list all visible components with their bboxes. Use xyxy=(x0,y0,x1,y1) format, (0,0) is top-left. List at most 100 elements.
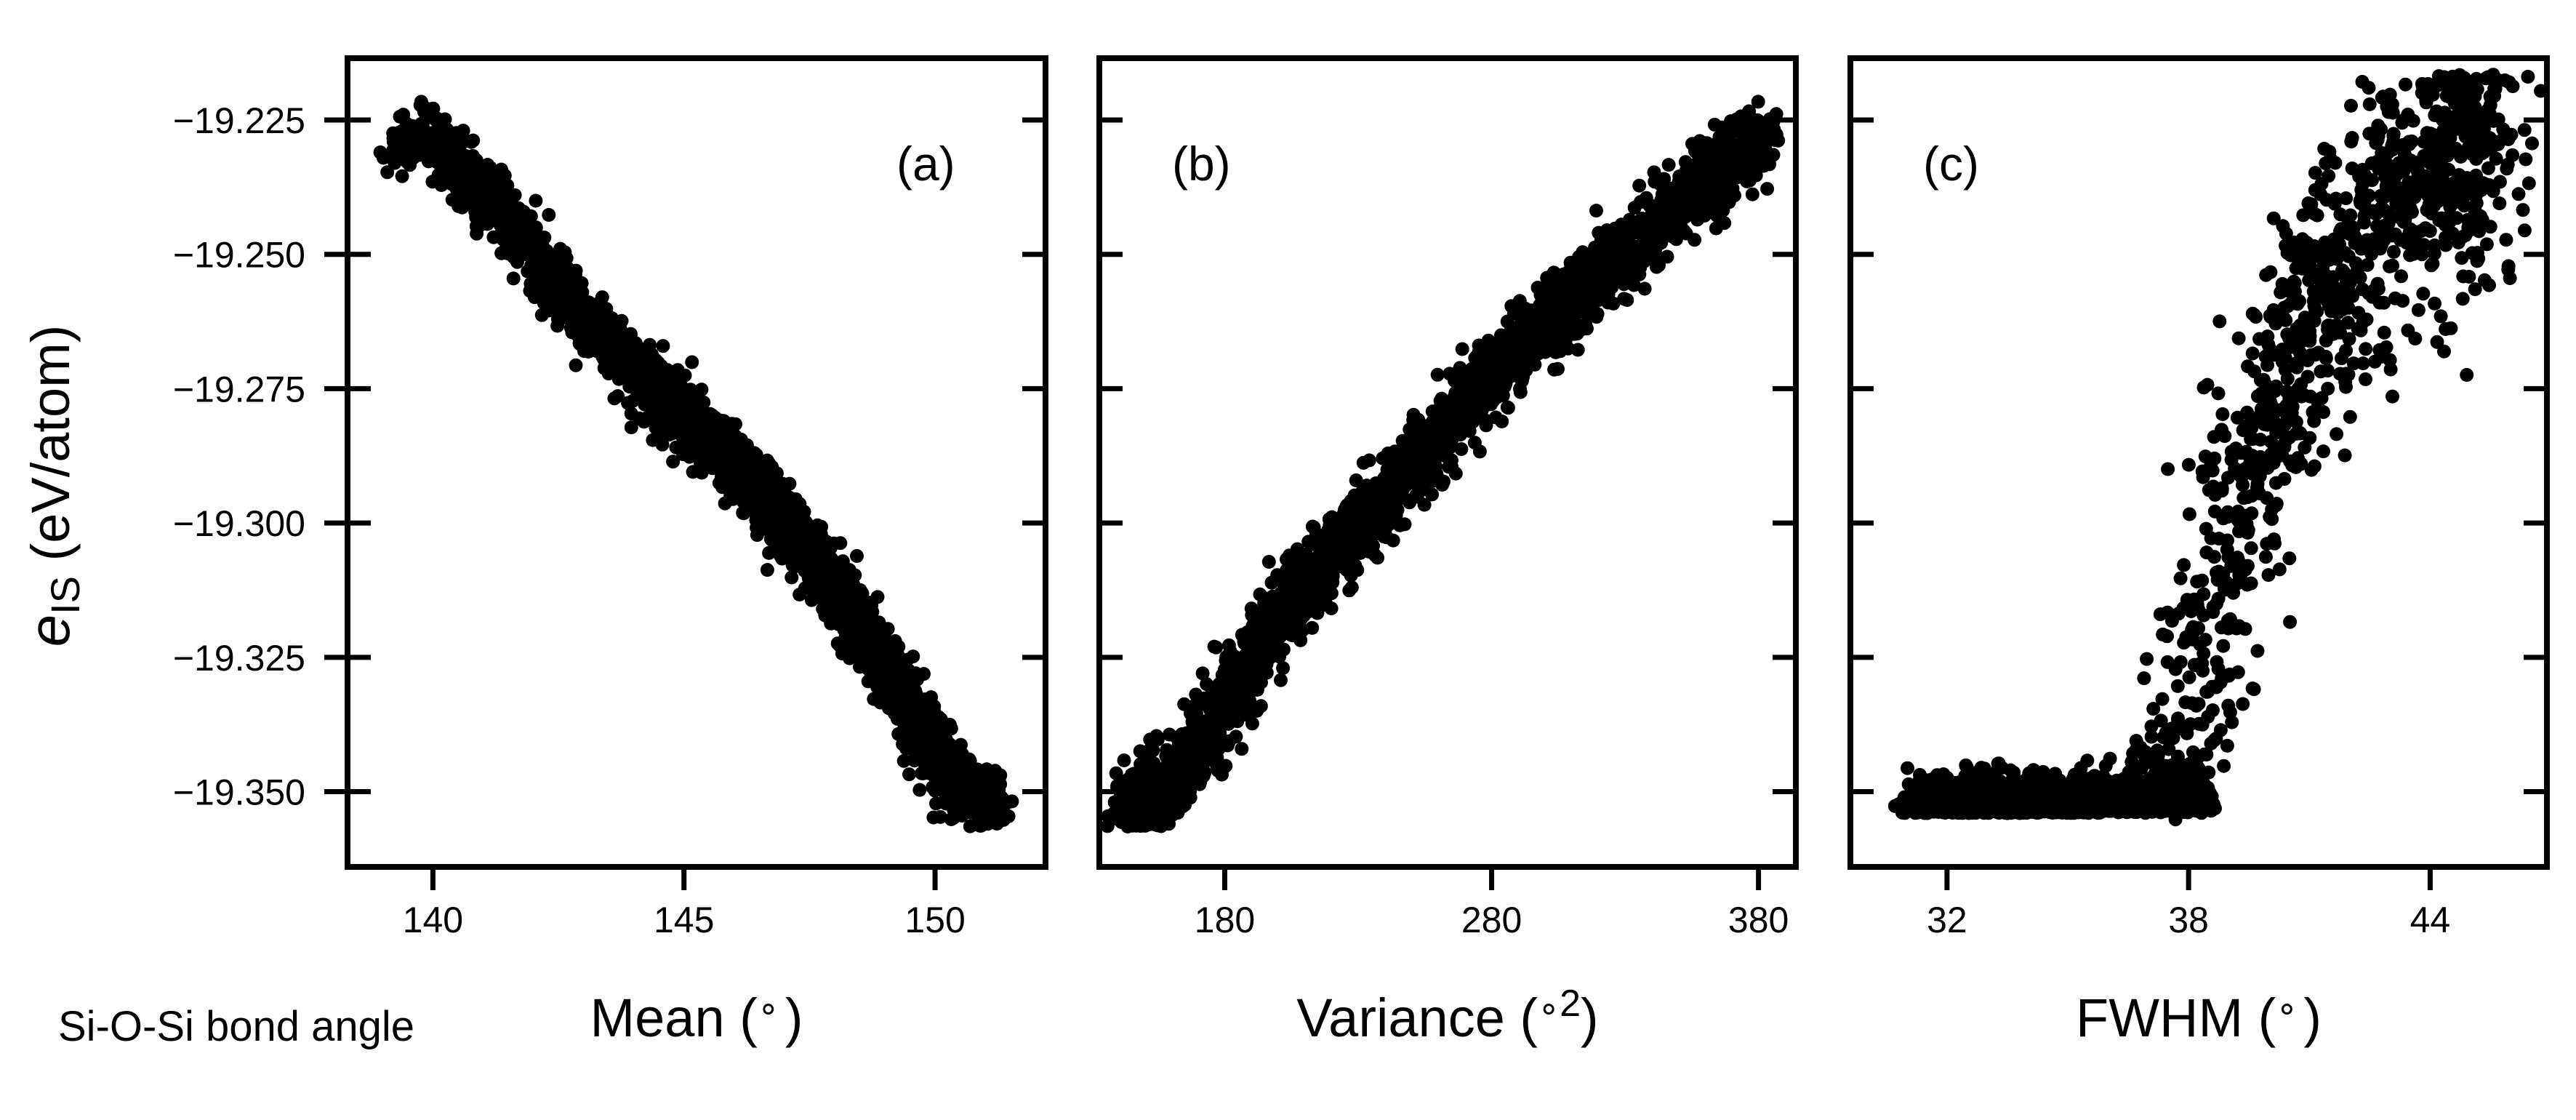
panel-label: (a) xyxy=(896,137,955,191)
scatter-point xyxy=(1472,444,1487,459)
scatter-point xyxy=(1589,204,1603,218)
scatter-point xyxy=(590,344,604,359)
scatter-point xyxy=(446,164,461,178)
scatter-point xyxy=(789,526,803,540)
scatter-point xyxy=(902,767,916,782)
scatter-point xyxy=(435,148,449,163)
scatter-point xyxy=(1714,196,1729,210)
scatter-point xyxy=(469,219,483,233)
scatter-point xyxy=(636,387,650,401)
scatter-point xyxy=(1751,95,1765,109)
scatter-point xyxy=(542,208,556,222)
y-tick-label: −19.350 xyxy=(173,772,305,813)
y-axis-subscript: IS xyxy=(42,576,88,615)
scatter-point xyxy=(376,151,390,165)
scatter-point xyxy=(1448,373,1461,388)
scatter-point xyxy=(1570,343,1585,357)
scatter-point xyxy=(404,129,419,143)
scatter-point xyxy=(769,468,783,482)
scatter-point xyxy=(850,549,864,563)
panels: −19.225−19.250−19.275−19.300−19.325−19.3… xyxy=(173,55,2550,1048)
scatter-point xyxy=(725,465,739,480)
scatter-point xyxy=(1627,201,1642,215)
scatter-point xyxy=(1286,589,1301,604)
y-tick-label: −19.225 xyxy=(173,100,305,141)
scatter-point xyxy=(621,396,635,410)
scatter-point xyxy=(642,397,657,412)
scatter-point xyxy=(413,98,428,112)
scatter-points xyxy=(373,95,1019,833)
scatter-point xyxy=(703,407,718,421)
scatter-point xyxy=(1371,518,1386,532)
scatter-point xyxy=(496,232,510,247)
scatter-point xyxy=(953,770,968,785)
scatter-point xyxy=(1429,466,1443,481)
scatter-point xyxy=(537,231,552,245)
x-axis-label: Mean (∘) xyxy=(590,988,803,1048)
scatter-point xyxy=(506,271,521,286)
y-axis-label: eIS (eV/atom) xyxy=(17,325,88,647)
x-tick-label: 150 xyxy=(904,900,965,940)
scatter-point xyxy=(1726,122,1740,137)
scatter-point xyxy=(672,394,686,409)
scatter-point xyxy=(945,739,960,753)
scatter-point xyxy=(495,200,510,215)
scatter-point xyxy=(1100,819,1115,833)
scatter-point xyxy=(497,182,512,196)
scatter-point xyxy=(1299,592,1313,607)
scatter-point xyxy=(1349,473,1363,487)
scatter-point xyxy=(624,327,638,341)
scatter-point xyxy=(1163,727,1176,742)
y-tick-label: −19.325 xyxy=(173,638,305,679)
scatter-point xyxy=(1339,563,1354,577)
scatter-point xyxy=(1259,620,1273,635)
scatter-point xyxy=(1547,362,1562,377)
scatter-point xyxy=(405,119,420,133)
scatter-point xyxy=(908,666,923,681)
scatter-point xyxy=(995,802,1010,817)
scatter-point xyxy=(907,752,922,766)
scatter-point xyxy=(532,253,547,268)
scatter-point xyxy=(723,480,737,495)
scatter-point xyxy=(607,391,622,406)
scatter-point xyxy=(666,455,681,469)
scatter-point xyxy=(624,407,638,421)
scatter-point xyxy=(647,378,662,393)
plot-frame xyxy=(345,55,1048,870)
scatter-point xyxy=(944,721,958,736)
scatter-point xyxy=(827,562,842,577)
scatter-point xyxy=(1626,264,1641,279)
scatter-point xyxy=(1649,172,1664,187)
scatter-point xyxy=(867,635,882,649)
scatter-point xyxy=(762,456,777,471)
scatter-point xyxy=(484,169,499,183)
y-tick-label: −19.275 xyxy=(173,369,305,409)
scatter-point xyxy=(725,450,739,465)
scatter-point xyxy=(931,776,945,791)
scatter-point xyxy=(903,725,918,740)
scatter-point xyxy=(707,424,721,439)
scatter-point xyxy=(1435,478,1450,492)
scatter-point xyxy=(507,188,522,202)
scatter-point xyxy=(1109,766,1123,780)
scatter-point xyxy=(820,546,835,561)
y-tick-label: −19.300 xyxy=(173,503,305,544)
scatter-point xyxy=(929,796,943,811)
scatter-point xyxy=(705,456,719,471)
scatter-point xyxy=(955,747,969,761)
scatter-point xyxy=(1602,276,1616,291)
scatter-point xyxy=(916,766,931,780)
scatter-point xyxy=(906,649,920,664)
scatter-point xyxy=(591,297,606,311)
scatter-point xyxy=(1200,677,1214,692)
scatter-point xyxy=(720,431,734,446)
y-axis-unit: (eV/atom) xyxy=(20,325,81,576)
scatter-point xyxy=(861,674,875,689)
scatter-point xyxy=(979,762,994,777)
x-tick-label: 140 xyxy=(403,900,463,940)
panel-a: −19.225−19.250−19.275−19.300−19.325−19.3… xyxy=(173,55,1048,1048)
scatter-point xyxy=(896,684,911,698)
scatter-point xyxy=(1443,407,1458,422)
scatter-point xyxy=(624,351,638,366)
scatter-point xyxy=(531,275,546,289)
